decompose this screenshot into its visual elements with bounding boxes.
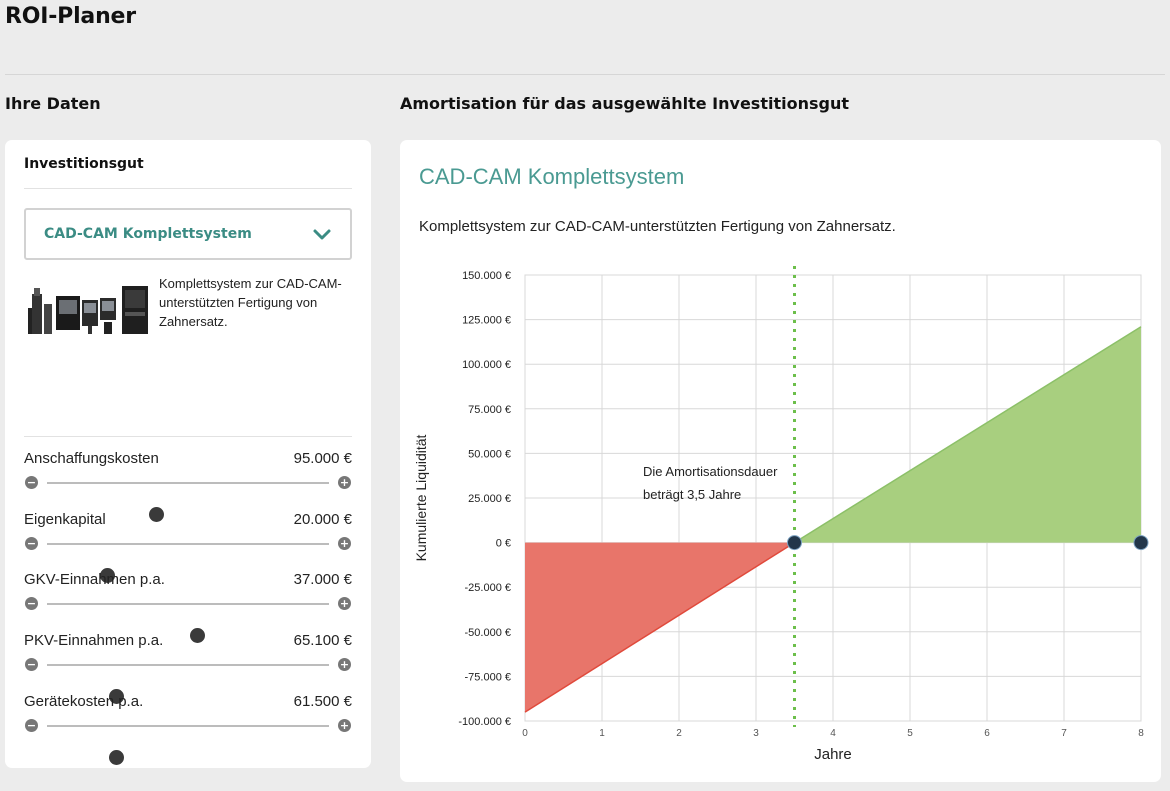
plus-icon[interactable]: +: [338, 658, 351, 671]
slider-thumb[interactable]: [99, 568, 115, 583]
x-tick-label: 8: [1138, 728, 1144, 739]
minus-icon[interactable]: −: [25, 658, 38, 671]
y-tick-label: 75.000 €: [468, 404, 511, 416]
slider-thumb[interactable]: [109, 689, 125, 704]
x-tick-label: 0: [522, 728, 528, 739]
slider-label: PKV-Einnahmen p.a.: [24, 632, 164, 649]
y-tick-label: 0 €: [496, 538, 511, 550]
chart-description: Komplettsystem zur CAD-CAM-unterstützten…: [419, 218, 896, 235]
y-tick-label: 50.000 €: [468, 448, 511, 460]
slider-thumb[interactable]: [109, 750, 125, 765]
your-data-title: Ihre Daten: [5, 94, 101, 113]
minus-icon[interactable]: −: [25, 537, 38, 550]
chevron-down-icon: [313, 229, 331, 240]
annotation-text: beträgt 3,5 Jahre: [643, 487, 741, 502]
slider-track[interactable]: [47, 543, 329, 583]
data-point: [787, 535, 802, 551]
y-tick-label: -25.000 €: [465, 582, 511, 594]
input-panel: Investitionsgut CAD-CAM Komplettsystem K…: [5, 140, 371, 768]
slider-label: Gerätekosten p.a.: [24, 693, 144, 710]
annotation-text: Die Amortisationsdauer: [643, 464, 778, 479]
product-description: Komplettsystem zur CAD-CAM-unterstützten…: [159, 276, 342, 329]
slider-gkv-income: GKV-Einnahmen p.a. 37.000 € − +: [24, 571, 352, 643]
investment-select[interactable]: CAD-CAM Komplettsystem: [24, 208, 352, 260]
x-axis-label: Jahre: [814, 746, 852, 763]
slider-label: Eigenkapital: [24, 511, 106, 528]
y-tick-label: 150.000 €: [462, 270, 511, 282]
slider-device-cost: Gerätekosten p.a. 61.500 € − +: [24, 693, 352, 765]
plus-icon[interactable]: +: [338, 476, 351, 489]
minus-icon[interactable]: −: [25, 719, 38, 732]
y-tick-label: -50.000 €: [465, 627, 511, 639]
series-line-0: [524, 541, 795, 713]
y-axis-label: Kumulierte Liquidität: [413, 434, 429, 561]
slider-label: GKV-Einnahmen p.a.: [24, 571, 165, 588]
slider-pkv-income: PKV-Einnahmen p.a. 65.100 € − +: [24, 632, 352, 704]
slider-track[interactable]: [47, 603, 329, 643]
product-image: [28, 286, 148, 334]
x-tick-label: 5: [907, 728, 913, 739]
chart-title: CAD-CAM Komplettsystem: [419, 164, 685, 189]
section-divider: [24, 436, 352, 437]
x-tick-label: 6: [984, 728, 990, 739]
minus-icon[interactable]: −: [25, 476, 38, 489]
y-tick-label: 25.000 €: [468, 493, 511, 505]
y-tick-label: -75.000 €: [465, 671, 511, 683]
slider-purchase-cost: Anschaffungskosten 95.000 € − +: [24, 450, 352, 522]
data-point: [1133, 535, 1149, 551]
chart-panel: CAD-CAM Komplettsystem Komplettsystem zu…: [400, 140, 1161, 782]
plus-icon[interactable]: +: [338, 719, 351, 732]
x-tick-label: 2: [676, 728, 682, 739]
slider-thumb[interactable]: [190, 628, 206, 643]
header-divider: [5, 74, 1165, 75]
slider-track[interactable]: [47, 725, 329, 765]
y-tick-label: 125.000 €: [462, 315, 511, 327]
y-tick-label: -100.000 €: [458, 716, 511, 728]
series-line-1: [794, 326, 1142, 544]
plus-icon[interactable]: +: [338, 597, 351, 610]
plus-icon[interactable]: +: [338, 537, 351, 550]
amortization-title: Amortisation für das ausgewählte Investi…: [400, 94, 849, 113]
slider-value: 61.500 €: [293, 693, 352, 710]
x-tick-label: 7: [1061, 728, 1067, 739]
page-title: ROI-Planer: [5, 4, 136, 29]
slider-equity: Eigenkapital 20.000 € − +: [24, 511, 352, 583]
investment-heading: Investitionsgut: [24, 156, 144, 172]
slider-value: 37.000 €: [293, 571, 352, 588]
slider-value: 20.000 €: [293, 511, 352, 528]
slider-track[interactable]: [47, 482, 329, 522]
minus-icon[interactable]: −: [25, 597, 38, 610]
slider-thumb[interactable]: [148, 507, 164, 522]
slider-track[interactable]: [47, 664, 329, 704]
x-tick-label: 3: [753, 728, 759, 739]
y-tick-label: 100.000 €: [462, 359, 511, 371]
slider-value: 65.100 €: [293, 632, 352, 649]
investment-select-value: CAD-CAM Komplettsystem: [44, 226, 252, 242]
slider-label: Anschaffungskosten: [24, 450, 159, 467]
x-tick-label: 4: [830, 728, 836, 739]
heading-divider: [24, 188, 352, 189]
amortization-chart: 150.000 €125.000 €100.000 €75.000 €50.00…: [413, 260, 1149, 763]
slider-value: 95.000 €: [293, 450, 352, 467]
x-tick-label: 1: [599, 728, 605, 739]
